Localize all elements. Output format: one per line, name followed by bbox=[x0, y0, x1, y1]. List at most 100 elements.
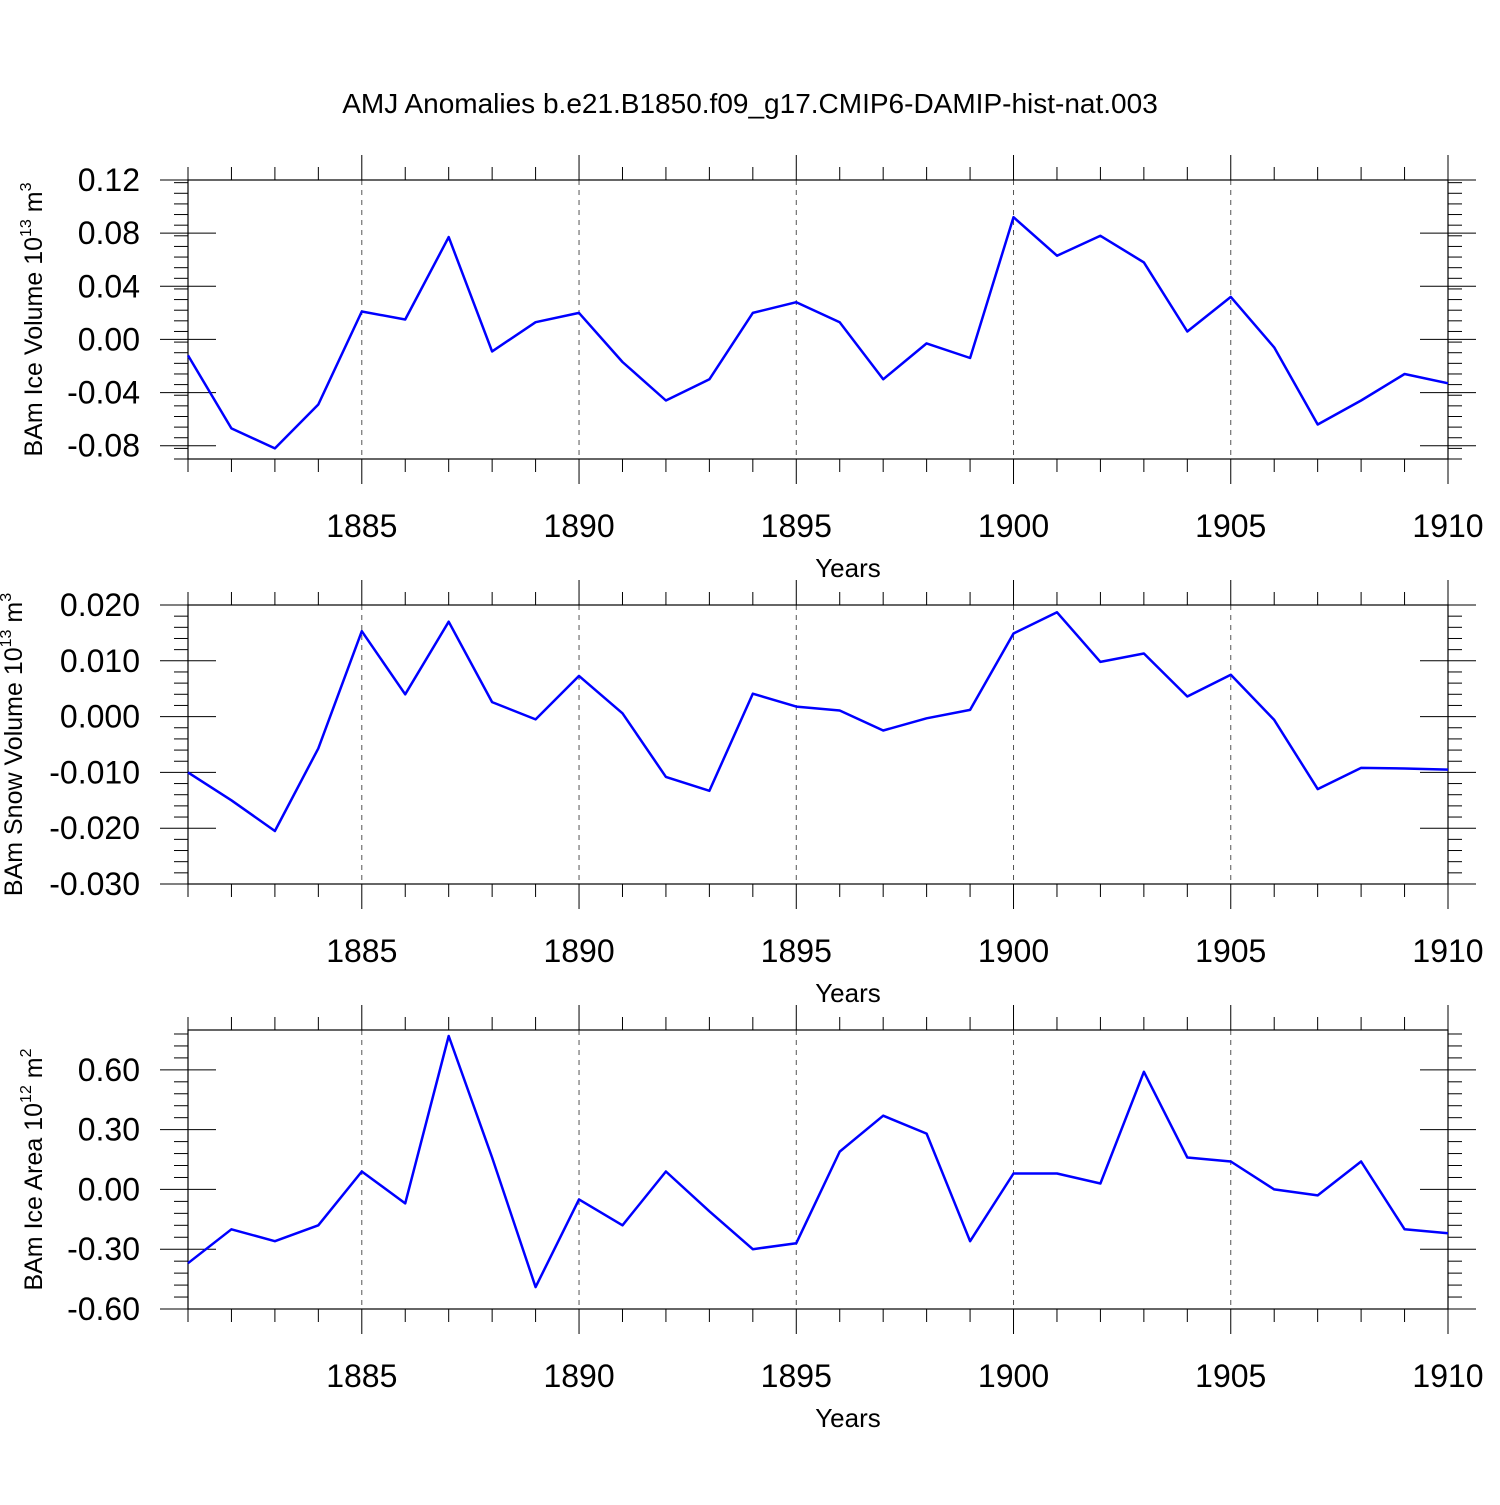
x-tick-label: 1905 bbox=[1195, 933, 1266, 969]
x-tick-label: 1885 bbox=[326, 1358, 397, 1394]
data-point bbox=[838, 1150, 842, 1154]
data-point bbox=[490, 349, 494, 353]
x-tick-label: 1895 bbox=[761, 508, 832, 544]
data-point bbox=[1098, 1181, 1102, 1185]
data-point bbox=[1446, 768, 1450, 772]
data-point bbox=[1446, 1231, 1450, 1235]
x-tick-label: 1885 bbox=[326, 933, 397, 969]
data-point bbox=[360, 629, 364, 633]
data-point bbox=[1142, 652, 1146, 656]
x-axis-label: Years bbox=[815, 553, 881, 583]
x-tick-label: 1905 bbox=[1195, 508, 1266, 544]
panel-2: -0.030 -0.020 -0.010 0.000 0.010 0.020 1885 189… bbox=[0, 580, 1484, 1008]
panel-3: -0.60 -0.30 0.00 0.30 0.60 1885 1890 1895 1900 19… bbox=[18, 1005, 1484, 1433]
y-tick-label: -0.020 bbox=[49, 810, 140, 846]
data-point bbox=[1403, 766, 1407, 770]
data-point bbox=[1359, 399, 1363, 403]
data-point bbox=[1055, 254, 1059, 258]
data-point bbox=[1229, 673, 1233, 677]
y-tick-label: 0.010 bbox=[60, 643, 140, 679]
data-point bbox=[881, 1114, 885, 1118]
y-tick-label: 0.30 bbox=[78, 1112, 140, 1148]
data-point bbox=[881, 729, 885, 733]
series-line bbox=[187, 1034, 1449, 1289]
data-point bbox=[360, 1169, 364, 1173]
plot-frame bbox=[187, 179, 1449, 460]
data-point bbox=[751, 692, 755, 696]
data-point bbox=[316, 403, 320, 407]
y-tick-label: -0.010 bbox=[49, 754, 140, 790]
data-point bbox=[838, 708, 842, 712]
y-tick-label: 0.60 bbox=[78, 1052, 140, 1088]
y-axis-label: BAm Ice Area 1012 m2 bbox=[18, 1048, 48, 1290]
x-tick-label: 1890 bbox=[543, 933, 614, 969]
data-point bbox=[794, 300, 798, 304]
data-point bbox=[968, 1239, 972, 1243]
x-tick-label: 1900 bbox=[978, 1358, 1049, 1394]
x-tick-label: 1910 bbox=[1412, 933, 1483, 969]
data-point bbox=[229, 1227, 233, 1231]
data-point bbox=[707, 1209, 711, 1213]
data-point bbox=[925, 1132, 929, 1136]
data-point bbox=[1229, 1160, 1233, 1164]
plot-frame bbox=[187, 604, 1449, 885]
y-tick-label: 0.12 bbox=[78, 162, 140, 198]
data-point bbox=[620, 360, 624, 364]
x-tick-label: 1885 bbox=[326, 508, 397, 544]
x-axis-label: Years bbox=[815, 978, 881, 1008]
y-tick-label: 0.08 bbox=[78, 215, 140, 251]
x-tick-label: 1900 bbox=[978, 508, 1049, 544]
x-tick-label: 1905 bbox=[1195, 1358, 1266, 1394]
data-point bbox=[577, 674, 581, 678]
y-tick-label: -0.08 bbox=[67, 428, 140, 464]
data-point bbox=[751, 311, 755, 315]
data-point bbox=[1359, 1160, 1363, 1164]
data-point bbox=[1098, 660, 1102, 664]
chart-title: AMJ Anomalies b.e21.B1850.f09_g17.CMIP6-… bbox=[342, 88, 1158, 119]
data-point bbox=[490, 1156, 494, 1160]
data-point bbox=[534, 320, 538, 324]
data-point bbox=[186, 1261, 190, 1265]
data-point bbox=[1142, 260, 1146, 264]
data-point bbox=[925, 341, 929, 345]
y-tick-label: 0.04 bbox=[78, 268, 140, 304]
data-point bbox=[1098, 234, 1102, 238]
data-point bbox=[273, 1239, 277, 1243]
x-axis-label: Years bbox=[815, 1403, 881, 1433]
data-point bbox=[1446, 381, 1450, 385]
x-tick-label: 1890 bbox=[543, 508, 614, 544]
data-point bbox=[1403, 372, 1407, 376]
data-point bbox=[1012, 215, 1016, 219]
data-point bbox=[186, 770, 190, 774]
data-point bbox=[229, 426, 233, 430]
data-point bbox=[403, 318, 407, 322]
data-point bbox=[968, 708, 972, 712]
data-point bbox=[490, 700, 494, 704]
x-tick-label: 1890 bbox=[543, 1358, 614, 1394]
data-point bbox=[403, 692, 407, 696]
data-point bbox=[968, 356, 972, 360]
data-point bbox=[1229, 295, 1233, 299]
data-point bbox=[1272, 345, 1276, 349]
data-point bbox=[316, 1223, 320, 1227]
data-point bbox=[577, 311, 581, 315]
data-point bbox=[1142, 1070, 1146, 1074]
data-point bbox=[229, 798, 233, 802]
data-point bbox=[403, 1201, 407, 1205]
data-point bbox=[664, 1169, 668, 1173]
data-point bbox=[534, 1285, 538, 1289]
y-tick-label: 0.00 bbox=[78, 1171, 140, 1207]
data-point bbox=[707, 789, 711, 793]
data-point bbox=[1272, 1187, 1276, 1191]
y-tick-label: 0.000 bbox=[60, 699, 140, 735]
y-tick-label: -0.030 bbox=[49, 866, 140, 902]
y-tick-label: -0.30 bbox=[67, 1231, 140, 1267]
data-point bbox=[1012, 1171, 1016, 1175]
data-point bbox=[925, 716, 929, 720]
data-point bbox=[1316, 787, 1320, 791]
data-point bbox=[838, 320, 842, 324]
data-point bbox=[620, 1223, 624, 1227]
y-tick-label: 0.00 bbox=[78, 321, 140, 357]
